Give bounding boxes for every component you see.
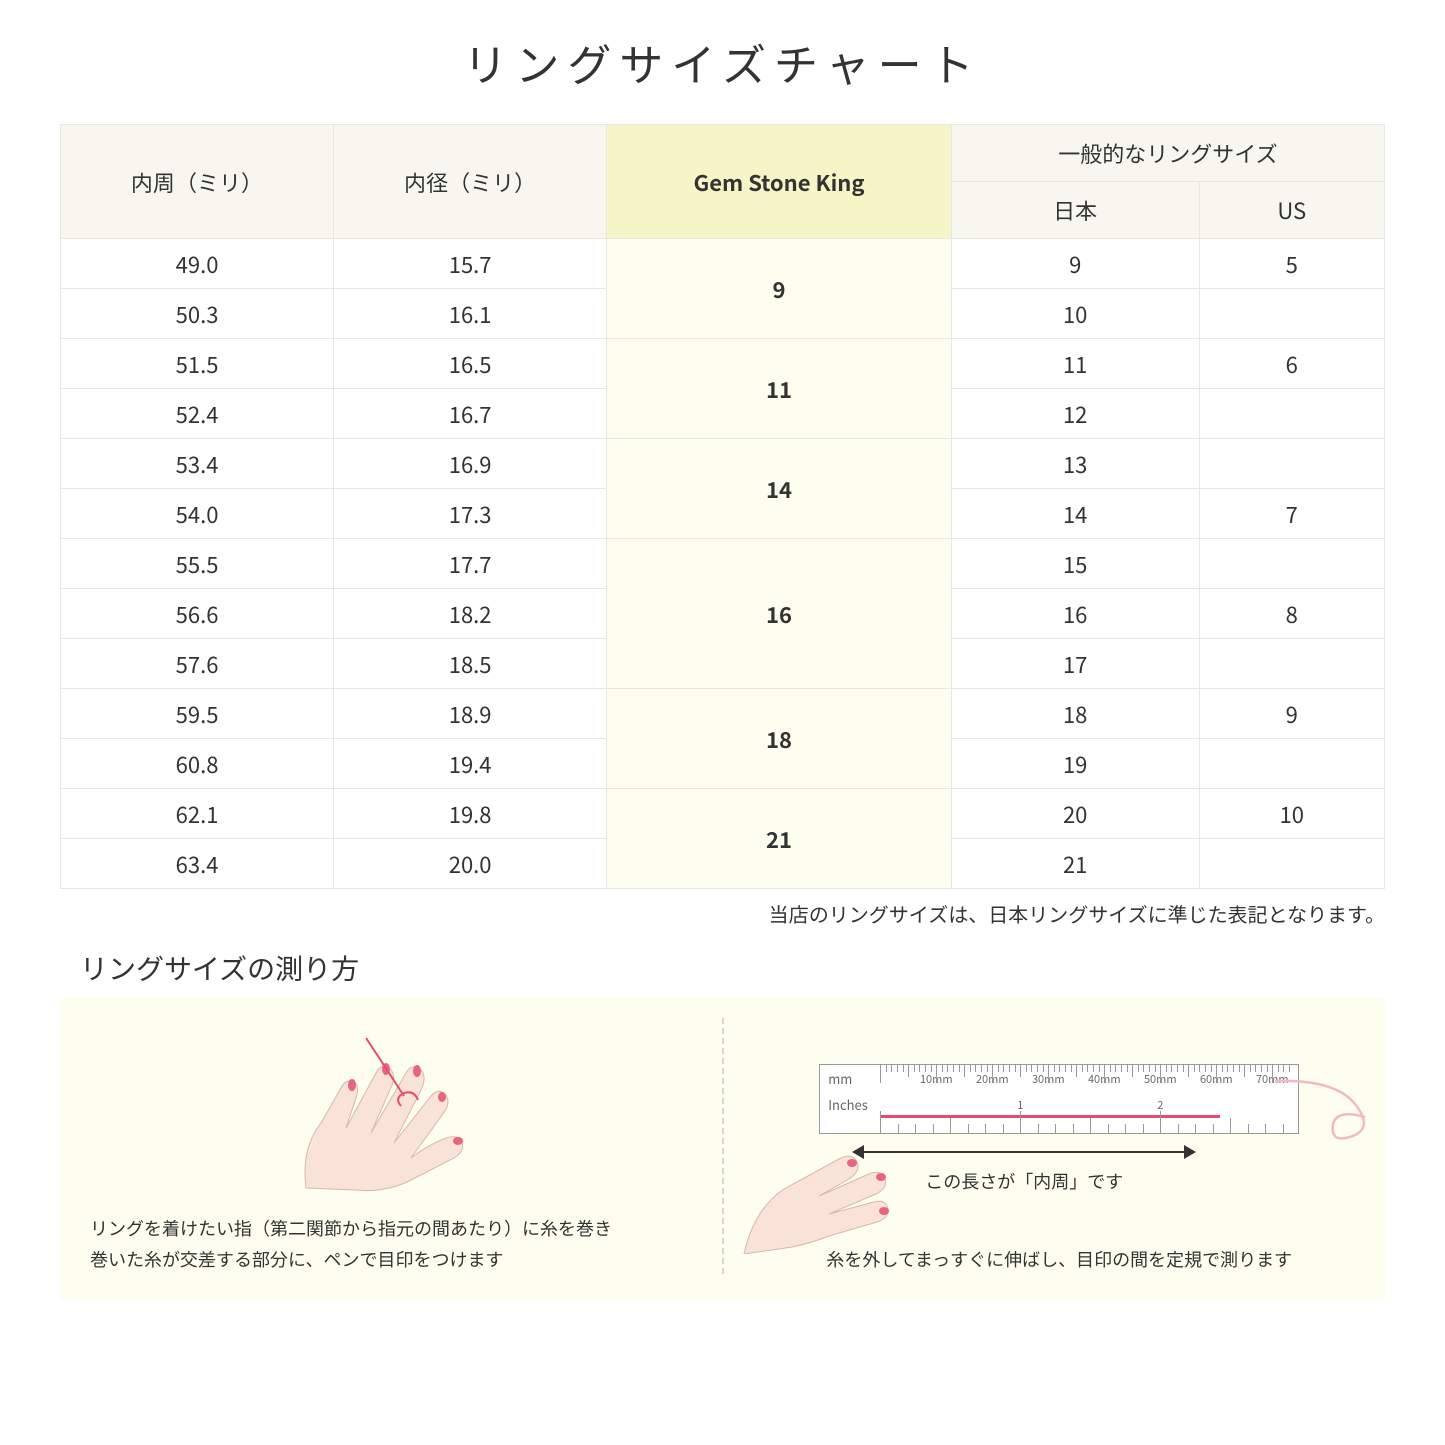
panel-divider xyxy=(722,1018,724,1274)
hand-thread-illustration xyxy=(90,1018,682,1198)
cell-japan: 20 xyxy=(951,789,1199,839)
cell-circumference: 53.4 xyxy=(61,439,334,489)
cell-diameter: 19.4 xyxy=(334,739,607,789)
cell-circumference: 50.3 xyxy=(61,289,334,339)
cell-japan: 9 xyxy=(951,239,1199,289)
cell-gsk: 14 xyxy=(607,439,952,539)
cell-diameter: 16.7 xyxy=(334,389,607,439)
th-gsk: Gem Stone King xyxy=(607,125,952,239)
cell-circumference: 60.8 xyxy=(61,739,334,789)
cell-japan: 21 xyxy=(951,839,1199,889)
cell-diameter: 17.7 xyxy=(334,539,607,589)
cell-circumference: 59.5 xyxy=(61,689,334,739)
th-japan: 日本 xyxy=(951,182,1199,239)
cell-circumference: 57.6 xyxy=(61,639,334,689)
table-row: 49.015.7995 xyxy=(61,239,1385,289)
thread-line xyxy=(880,1115,1220,1118)
table-row: 59.518.918189 xyxy=(61,689,1385,739)
instructions-panel: リングを着けたい指（第二関節から指元の間あたり）に糸を巻き巻いた糸が交差する部分… xyxy=(60,998,1385,1299)
cell-diameter: 19.8 xyxy=(334,789,607,839)
cell-gsk: 16 xyxy=(607,539,952,689)
cell-diameter: 18.5 xyxy=(334,639,607,689)
cell-japan: 19 xyxy=(951,739,1199,789)
th-general: 一般的なリングサイズ xyxy=(951,125,1384,182)
cell-us: 8 xyxy=(1199,589,1384,639)
cell-us: 9 xyxy=(1199,689,1384,739)
cell-gsk: 18 xyxy=(607,689,952,789)
cell-japan: 14 xyxy=(951,489,1199,539)
subtitle: リングサイズの測り方 xyxy=(80,948,1385,988)
ruler-inch-mark: 2 xyxy=(1157,1097,1163,1113)
mm-label: mm xyxy=(828,1069,852,1088)
hand-holding-thread xyxy=(734,1114,914,1259)
cell-us xyxy=(1199,289,1384,339)
cell-diameter: 20.0 xyxy=(334,839,607,889)
right-panel: mm Inches 10mm20mm30mm40mm50mm60mm70mm12… xyxy=(764,1018,1356,1274)
cell-us xyxy=(1199,539,1384,589)
cell-japan: 12 xyxy=(951,389,1199,439)
cell-diameter: 18.2 xyxy=(334,589,607,639)
left-instruction-text: リングを着けたい指（第二関節から指元の間あたり）に糸を巻き巻いた糸が交差する部分… xyxy=(90,1213,682,1274)
page-title: リングサイズチャート xyxy=(60,30,1385,94)
cell-gsk: 9 xyxy=(607,239,952,339)
cell-circumference: 49.0 xyxy=(61,239,334,289)
cell-circumference: 62.1 xyxy=(61,789,334,839)
th-us: US xyxy=(1199,182,1384,239)
cell-us xyxy=(1199,389,1384,439)
cell-circumference: 56.6 xyxy=(61,589,334,639)
footnote: 当店のリングサイズは、日本リングサイズに準じた表記となります。 xyxy=(60,899,1385,928)
cell-japan: 15 xyxy=(951,539,1199,589)
cell-gsk: 11 xyxy=(607,339,952,439)
cell-diameter: 16.9 xyxy=(334,439,607,489)
cell-circumference: 52.4 xyxy=(61,389,334,439)
thread-curl-icon xyxy=(1275,1059,1395,1159)
hand2-icon xyxy=(734,1114,914,1254)
cell-circumference: 63.4 xyxy=(61,839,334,889)
cell-us: 7 xyxy=(1199,489,1384,539)
cell-us: 10 xyxy=(1199,789,1384,839)
size-chart-table: 内周（ミリ） 内径（ミリ） Gem Stone King 一般的なリングサイズ … xyxy=(60,124,1385,889)
th-circumference: 内周（ミリ） xyxy=(61,125,334,239)
cell-diameter: 18.9 xyxy=(334,689,607,739)
cell-circumference: 51.5 xyxy=(61,339,334,389)
cell-gsk: 21 xyxy=(607,789,952,889)
cell-us xyxy=(1199,839,1384,889)
cell-japan: 16 xyxy=(951,589,1199,639)
cell-us: 5 xyxy=(1199,239,1384,289)
cell-us xyxy=(1199,439,1384,489)
hand-icon xyxy=(246,1018,526,1198)
cell-diameter: 16.1 xyxy=(334,289,607,339)
table-row: 62.119.8212010 xyxy=(61,789,1385,839)
ruler-inch-mark: 1 xyxy=(1017,1097,1023,1113)
cell-us xyxy=(1199,739,1384,789)
cell-circumference: 55.5 xyxy=(61,539,334,589)
cell-us: 6 xyxy=(1199,339,1384,389)
cell-japan: 17 xyxy=(951,639,1199,689)
cell-japan: 13 xyxy=(951,439,1199,489)
cell-japan: 10 xyxy=(951,289,1199,339)
left-panel: リングを着けたい指（第二関節から指元の間あたり）に糸を巻き巻いた糸が交差する部分… xyxy=(90,1018,682,1274)
inches-label: Inches xyxy=(828,1095,868,1114)
cell-diameter: 17.3 xyxy=(334,489,607,539)
cell-diameter: 16.5 xyxy=(334,339,607,389)
cell-circumference: 54.0 xyxy=(61,489,334,539)
table-row: 53.416.91413 xyxy=(61,439,1385,489)
th-diameter: 内径（ミリ） xyxy=(334,125,607,239)
table-row: 55.517.71615 xyxy=(61,539,1385,589)
table-row: 51.516.511116 xyxy=(61,339,1385,389)
cell-diameter: 15.7 xyxy=(334,239,607,289)
cell-japan: 11 xyxy=(951,339,1199,389)
cell-japan: 18 xyxy=(951,689,1199,739)
cell-us xyxy=(1199,639,1384,689)
dimension-label: この長さが「内周」です xyxy=(925,1168,1123,1194)
